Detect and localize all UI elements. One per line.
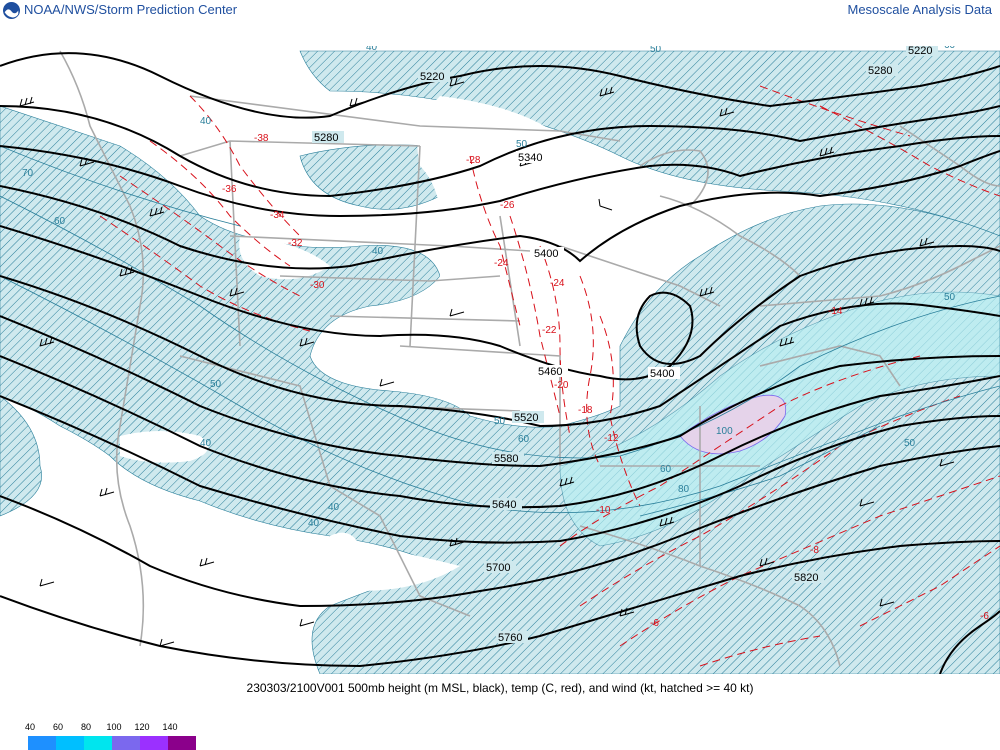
wind-label: 40 — [366, 46, 378, 53]
height-label: 5580 — [494, 453, 518, 465]
height-label: 5340 — [518, 152, 542, 164]
temp-label: -10 — [596, 505, 611, 516]
temp-label: -28 — [466, 155, 481, 166]
height-label: 5700 — [486, 562, 510, 574]
temp-label: -38 — [254, 133, 269, 144]
temp-label: -24 — [550, 278, 565, 289]
temp-label: -32 — [288, 238, 303, 249]
wind-label: 50 — [944, 292, 956, 303]
header-left-title: NOAA/NWS/Storm Prediction Center — [24, 2, 238, 17]
temp-label: -22 — [542, 325, 557, 336]
height-label: 5640 — [492, 499, 516, 511]
legend-swatch — [84, 736, 112, 750]
temp-label: -24 — [494, 258, 509, 269]
temp-label: -14 — [828, 306, 843, 317]
wind-label: 60 — [660, 464, 672, 475]
legend-swatch — [56, 736, 84, 750]
height-label: 5400 — [650, 368, 674, 380]
temp-label: -30 — [310, 280, 325, 291]
legend-label: 40 — [24, 722, 35, 732]
height-labels: 5220 5280 5340 5400 5460 5520 5580 5640 … — [312, 46, 938, 644]
height-label: 5280 — [314, 132, 338, 144]
temp-label: -36 — [222, 184, 237, 195]
wind-label: 40 — [372, 246, 384, 257]
wind-label: 60 — [54, 216, 66, 227]
wind-label: 50 — [650, 46, 662, 55]
wind-labels: 40 40 40 40 40 40 50 50 50 50 50 50 60 6… — [22, 46, 956, 529]
temp-label: -8 — [810, 545, 819, 556]
wind-label: 80 — [678, 484, 690, 495]
height-label: 5760 — [498, 632, 522, 644]
wind-label: 70 — [22, 168, 34, 179]
wind-label: 40 — [328, 502, 340, 513]
legend-label: 80 — [80, 722, 91, 732]
legend-swatch — [28, 736, 56, 750]
temp-label: -18 — [578, 405, 593, 416]
temperature-labels: -38 -36 -34 -32 -30 -28 -26 -24 -24 -22 … — [222, 133, 989, 629]
height-label: 5280 — [868, 65, 892, 77]
legend-swatch — [168, 736, 196, 750]
analysis-map: 5220 5280 5340 5400 5460 5520 5580 5640 … — [0, 46, 1000, 674]
height-label: 5460 — [538, 366, 562, 378]
wind-label: 40 — [308, 518, 320, 529]
wind-label: 100 — [716, 426, 733, 437]
wind-hatch-regions — [0, 50, 1000, 674]
legend-label: 60 — [52, 722, 63, 732]
wind-label: 60 — [518, 434, 530, 445]
wind-label: 50 — [516, 139, 528, 150]
temp-label: -34 — [270, 210, 285, 221]
wind-label: 60 — [944, 46, 956, 51]
header: NOAA/NWS/Storm Prediction Center Mesosca… — [0, 0, 1000, 22]
legend-label: 100 — [106, 722, 122, 732]
legend-label: 120 — [134, 722, 150, 732]
temp-label: -6 — [980, 611, 989, 622]
legend-swatch — [112, 736, 140, 750]
height-label: 5220 — [420, 71, 444, 83]
temp-label: -20 — [554, 380, 569, 391]
map-caption: 230303/2100V001 500mb height (m MSL, bla… — [246, 681, 754, 695]
temp-label: -26 — [500, 200, 515, 211]
wind-label: 40 — [200, 438, 212, 449]
wind-label: 50 — [494, 416, 506, 427]
map-boundaries — [59, 50, 1000, 667]
wind-label: 50 — [210, 379, 222, 390]
height-label: 5820 — [794, 572, 818, 584]
noaa-logo-icon — [3, 2, 20, 19]
temp-label: -12 — [604, 433, 619, 444]
legend-label: 140 — [162, 722, 178, 732]
wind-barbs — [19, 77, 955, 647]
temp-label: -6 — [650, 618, 659, 629]
legend-swatch — [140, 736, 168, 750]
wind-label: 40 — [200, 116, 212, 127]
height-label: 5220 — [908, 46, 932, 57]
height-label: 5520 — [514, 412, 538, 424]
header-right-title: Mesoscale Analysis Data — [847, 2, 992, 17]
wind-label: 50 — [904, 438, 916, 449]
height-label: 5400 — [534, 248, 558, 260]
